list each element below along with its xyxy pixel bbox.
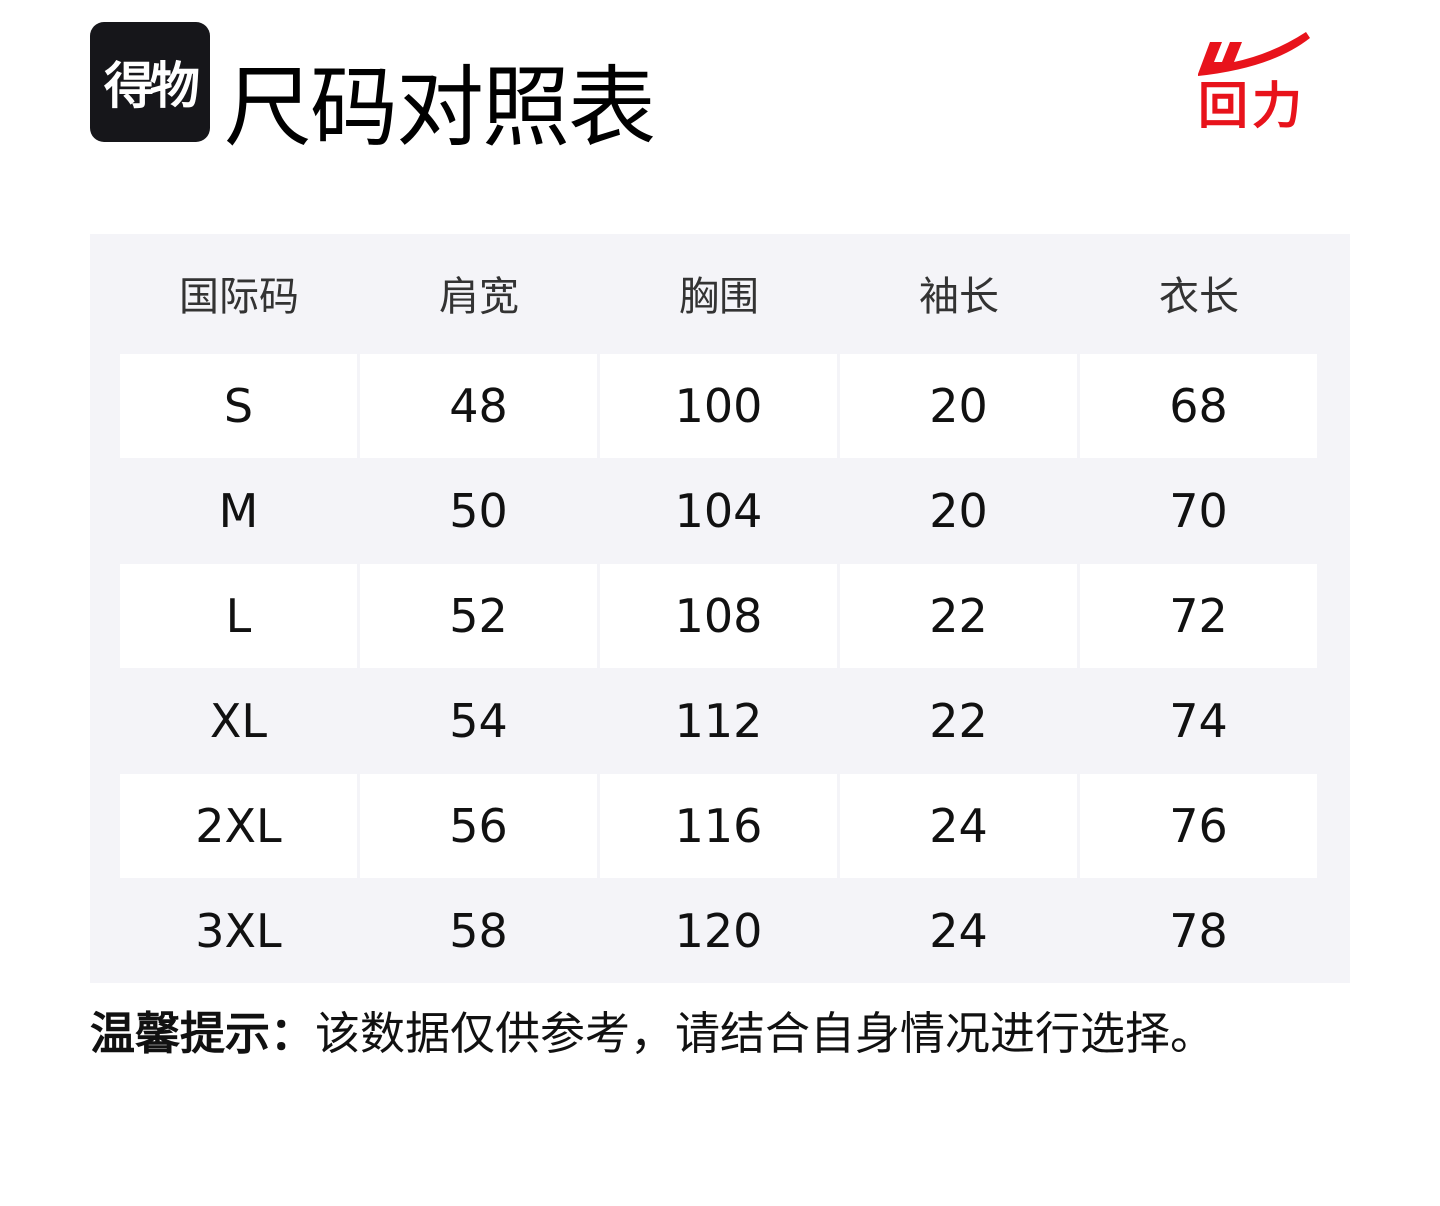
column-header: 肩宽 — [439, 274, 519, 320]
table-cell: M — [218, 484, 259, 538]
brand-name: 回力 — [1198, 77, 1306, 135]
column-header: 袖长 — [919, 274, 999, 320]
table-cell: 76 — [1080, 774, 1317, 878]
page-title: 尺码对照表 — [224, 56, 656, 159]
app-logo: 得物 — [90, 22, 210, 142]
table-cell: 52 — [360, 564, 597, 668]
table-cell: 104 — [674, 484, 763, 538]
table-cell: 2XL — [120, 774, 357, 878]
column-header: 衣长 — [1159, 274, 1239, 320]
table-cell: 50 — [449, 484, 508, 538]
table-cell: 116 — [600, 774, 837, 878]
table-cell: 58 — [449, 904, 508, 958]
table-cell: 56 — [360, 774, 597, 878]
table-cell: 24 — [929, 904, 988, 958]
table-cell: 100 — [600, 354, 837, 458]
table-cell: 70 — [1169, 484, 1228, 538]
size-table: 国际码 肩宽 胸围 袖长 衣长 S 48 100 20 68 M 50 104 20 70 L 52 108 22 7… — [90, 234, 1350, 983]
table-cell: 48 — [360, 354, 597, 458]
table-cell: 74 — [1169, 694, 1228, 748]
table-cell: 20 — [840, 354, 1077, 458]
tip-label: 温馨提示： — [90, 1007, 316, 1060]
table-cell: 112 — [674, 694, 763, 748]
table-cell: 72 — [1080, 564, 1317, 668]
table-cell: 22 — [929, 694, 988, 748]
table-cell: 3XL — [195, 904, 282, 958]
table-cell: 54 — [449, 694, 508, 748]
table-cell: 20 — [929, 484, 988, 538]
table-cell: L — [120, 564, 357, 668]
tip-note: 温馨提示：该数据仅供参考，请结合自身情况进行选择。 — [90, 1004, 1215, 1064]
tip-text: 该数据仅供参考，请结合自身情况进行选择。 — [315, 1007, 1216, 1060]
table-cell: 22 — [840, 564, 1077, 668]
table-cell: 68 — [1080, 354, 1317, 458]
table-cell: 108 — [600, 564, 837, 668]
table-cell: 78 — [1169, 904, 1228, 958]
table-cell: 120 — [674, 904, 763, 958]
table-cell: S — [120, 354, 357, 458]
table-cell: XL — [209, 694, 268, 748]
column-header: 胸围 — [679, 274, 759, 320]
table-cell: 24 — [840, 774, 1077, 878]
column-header: 国际码 — [179, 274, 299, 320]
brand-logo-icon — [1198, 32, 1310, 76]
